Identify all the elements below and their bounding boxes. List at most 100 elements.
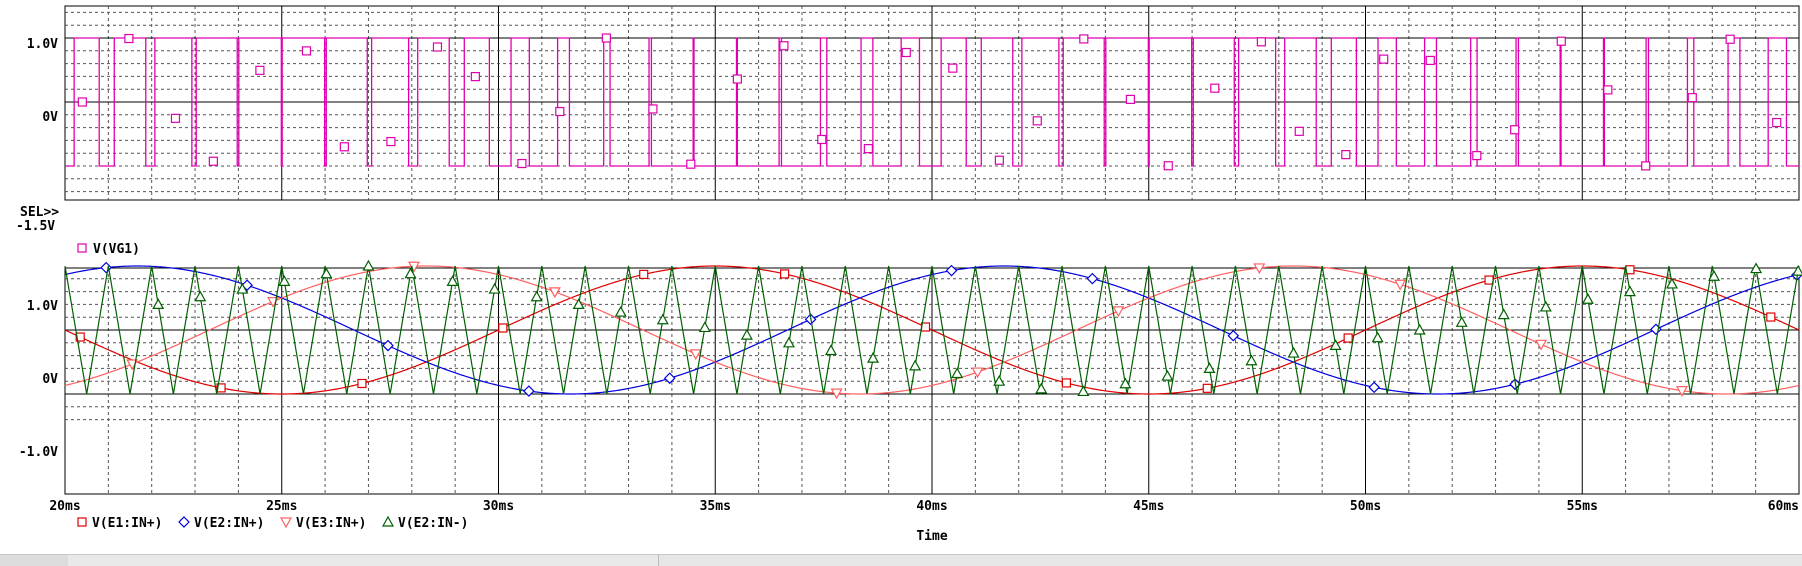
data-marker (732, 74, 742, 84)
data-marker (320, 267, 333, 279)
selector-label[interactable]: SEL>> (20, 205, 59, 220)
series-line-V(VG1) (65, 37, 1799, 167)
data-marker (1455, 316, 1468, 327)
data-marker (488, 282, 501, 294)
data-marker (1077, 385, 1090, 397)
x-tick-label: 25ms (266, 499, 297, 514)
top-y-tick-label-0v: 0V (42, 110, 58, 125)
data-marker (830, 388, 843, 400)
data-marker (1766, 312, 1776, 322)
data-marker (530, 290, 543, 302)
bottom-y-tick-label-1v: 1.0V (27, 299, 58, 314)
data-marker (1371, 331, 1384, 343)
top-y-bottom-label: -1.5V (16, 219, 55, 234)
top-plot-legend: V(VG1) (77, 242, 140, 257)
legend-label: V(E3:IN+) (296, 516, 366, 531)
data-marker (1539, 300, 1552, 312)
data-marker (446, 275, 459, 286)
data-marker (1203, 362, 1216, 373)
data-marker (1294, 126, 1304, 136)
data-marker (1650, 323, 1662, 336)
data-marker (656, 313, 669, 325)
data-marker (216, 383, 226, 393)
data-marker (1125, 94, 1135, 104)
data-marker (1343, 333, 1353, 343)
legend-label: V(E2:IN+) (194, 516, 264, 531)
status-bar-segment (0, 555, 69, 566)
data-marker (236, 282, 249, 294)
data-marker (1603, 85, 1613, 95)
data-marker (689, 349, 702, 361)
data-marker (498, 323, 508, 333)
data-marker (901, 47, 911, 58)
data-marker (1329, 339, 1342, 350)
bottom-y-tick-label-neg1v: -1.0V (19, 445, 58, 460)
data-marker (993, 374, 1006, 386)
data-marker (1581, 293, 1594, 304)
data-marker (780, 269, 790, 279)
legend-label-vg1: V(VG1) (93, 242, 140, 257)
data-marker (301, 46, 312, 56)
data-marker (357, 378, 367, 389)
top-plot[interactable]: 1.0V 0V SEL>> -1.5V V(VG1) (16, 5, 1800, 257)
data-marker (77, 97, 87, 107)
data-marker (1687, 93, 1697, 103)
status-bar-segment (68, 555, 659, 566)
data-marker (1119, 377, 1132, 389)
data-marker (1708, 270, 1721, 281)
data-marker (432, 42, 443, 52)
data-marker (1245, 354, 1258, 366)
data-marker (1750, 262, 1763, 274)
data-marker (1725, 34, 1735, 44)
data-marker (1772, 117, 1782, 128)
legend-marker-square-icon (77, 243, 87, 253)
data-marker (470, 72, 480, 82)
data-marker (971, 367, 984, 379)
data-marker (1086, 272, 1099, 285)
bottom-y-tick-label-0v: 0V (42, 372, 58, 387)
x-axis-label: Time (916, 529, 947, 544)
data-marker (1079, 34, 1089, 44)
x-tick-label: 60ms (1768, 499, 1799, 514)
data-marker (386, 136, 396, 147)
data-marker (1341, 150, 1351, 160)
data-marker (1425, 55, 1435, 66)
data-marker (1379, 54, 1389, 64)
legend-label: V(E1:IN+) (92, 516, 162, 531)
x-tick-label: 20ms (49, 499, 80, 514)
series-line-V(E1:IN+) (64, 265, 1800, 395)
data-marker (1556, 36, 1566, 46)
data-marker (194, 290, 207, 302)
data-marker (124, 33, 134, 44)
status-bar (0, 554, 1802, 566)
legend-marker-triangle-down-icon (279, 517, 293, 529)
x-tick-label: 55ms (1567, 499, 1598, 514)
data-marker (698, 321, 711, 333)
series-line-V(E2:IN+) (64, 265, 1800, 395)
data-marker (75, 332, 85, 342)
legend-marker-diamond-icon (178, 516, 190, 528)
series-line-V(E2:IN-) (64, 265, 1800, 395)
data-marker (1210, 83, 1220, 93)
data-marker (170, 113, 181, 123)
data-marker (945, 264, 958, 277)
data-marker (1202, 383, 1212, 393)
data-marker (1641, 161, 1651, 171)
bottom-plot-grid (64, 268, 1800, 494)
top-plot-y-tick-labels: 1.0V 0V SEL>> -1.5V (16, 37, 59, 234)
top-y-tick-label-1v: 1.0V (27, 37, 58, 52)
data-marker (1227, 329, 1240, 342)
x-tick-label: 50ms (1350, 499, 1381, 514)
data-marker (782, 336, 795, 348)
data-marker (1484, 275, 1494, 285)
data-marker (1287, 346, 1300, 358)
bottom-plot[interactable]: 1.0V 0V -1.0V 20ms 25ms 30ms 35ms 40ms 45ms 50… (19, 259, 1802, 544)
data-marker (951, 367, 964, 379)
data-marker (339, 142, 349, 152)
data-marker (948, 63, 958, 73)
data-marker (548, 287, 561, 299)
data-marker (817, 134, 827, 145)
data-marker (1535, 339, 1548, 351)
data-marker (686, 159, 696, 169)
